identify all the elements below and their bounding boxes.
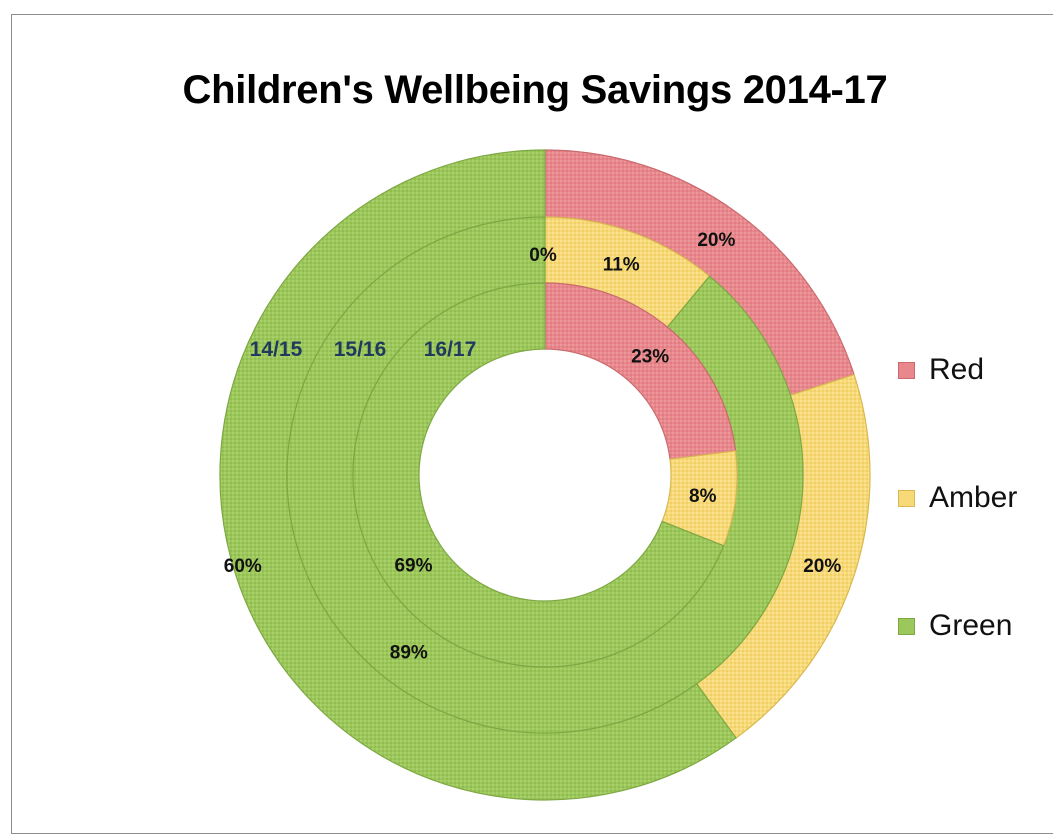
legend-item-red: Red [898, 350, 1048, 390]
ring-label-15-16: 15/16 [334, 338, 387, 361]
legend-swatch-red [898, 361, 915, 379]
ring-label-16-17: 16/17 [424, 338, 477, 361]
value-label-16-17-green: 69% [394, 555, 432, 576]
legend-item-green: Green [898, 606, 1048, 646]
legend-swatch-amber [898, 489, 915, 507]
segment-16-17-red [544, 282, 737, 460]
legend-swatch-green [898, 617, 915, 635]
legend-label-red: Red [929, 353, 985, 386]
value-label-15-16-amber: 11% [603, 254, 640, 275]
value-label-14-15-amber: 20% [803, 556, 841, 577]
value-label-14-15-green: 60% [224, 556, 262, 577]
legend-label-green: Green [929, 609, 1013, 642]
segment-16-17-green [352, 282, 725, 668]
value-label-16-17-red: 23% [631, 347, 669, 368]
chart-legend: Red Amber Green [898, 350, 1048, 734]
value-label-15-16-green: 89% [390, 643, 428, 664]
legend-item-amber: Amber [898, 478, 1048, 518]
value-label-16-17-amber: 8% [689, 486, 717, 507]
ring-label-14-15: 14/15 [250, 338, 303, 361]
value-label-14-15-red: 20% [697, 230, 735, 251]
legend-label-amber: Amber [929, 481, 1018, 514]
doughnut-chart: 20% 20% 60% 14/15 0% 11% 89% 15/16 23% 8% 69% 16/17 [219, 149, 871, 801]
value-label-15-16-red: 0% [529, 245, 557, 266]
chart-title: Children's Wellbeing Savings 2014-17 [182, 68, 888, 112]
